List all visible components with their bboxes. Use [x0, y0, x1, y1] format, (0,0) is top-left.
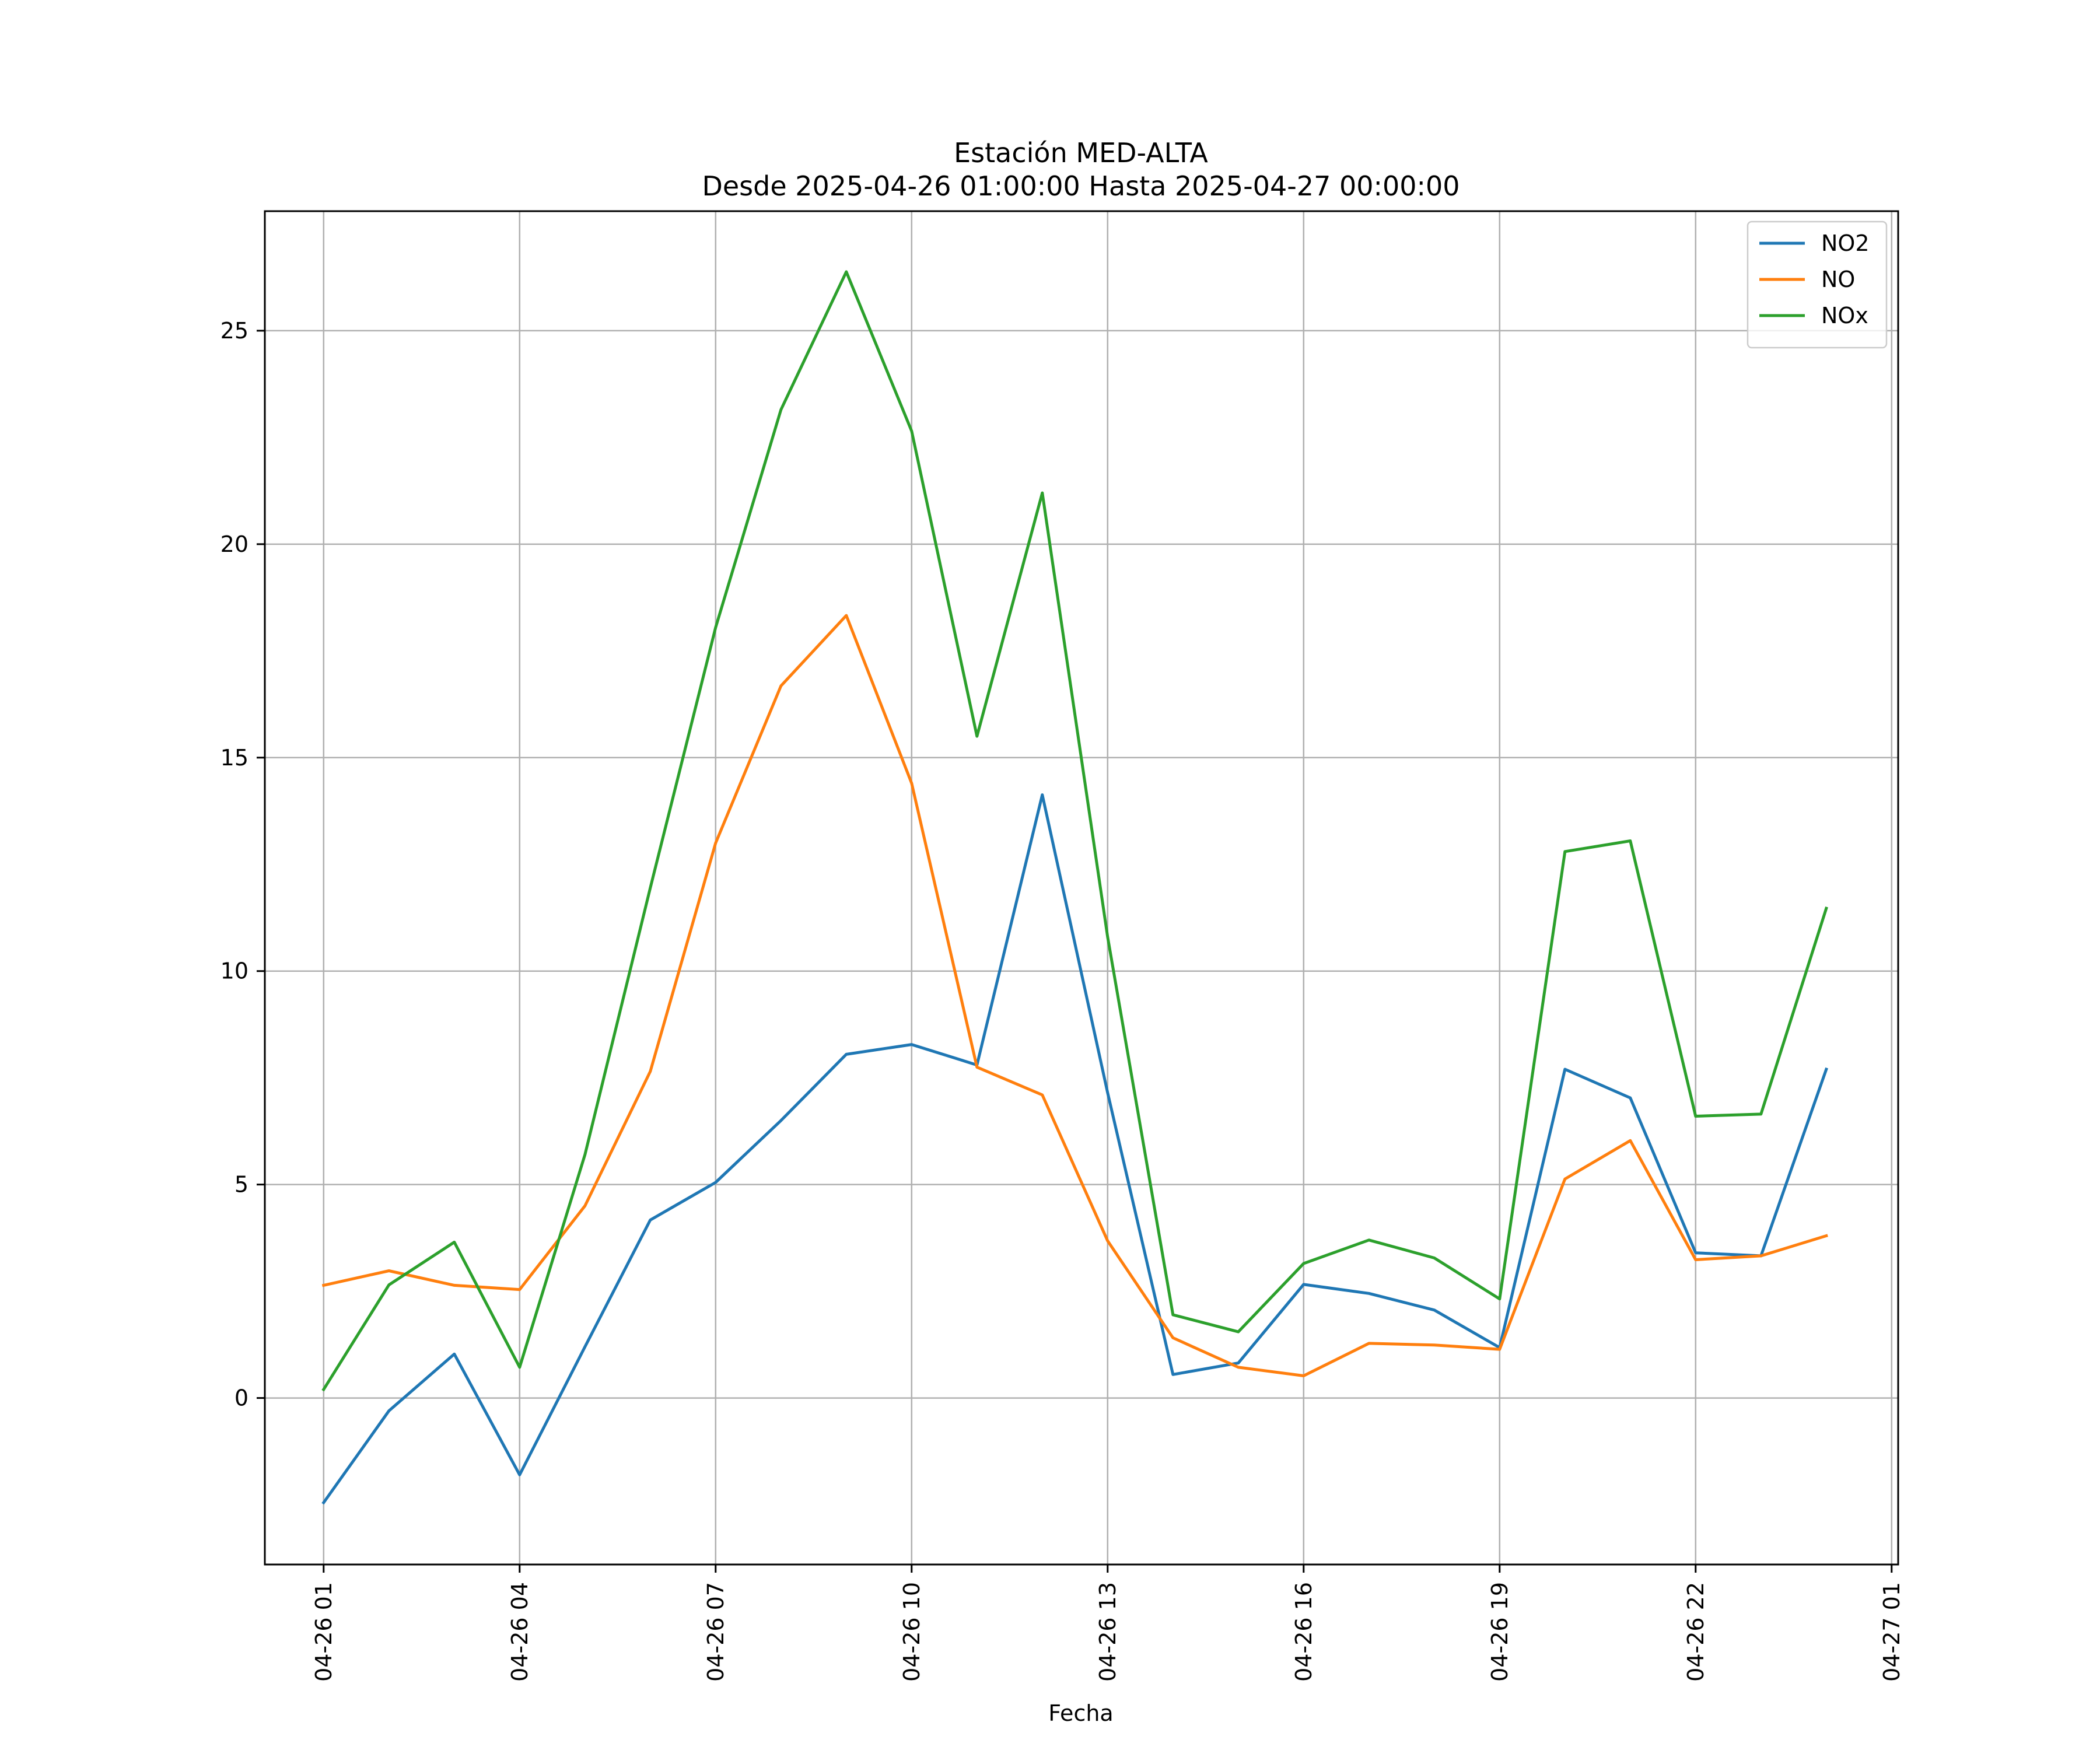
x-axis-label: Fecha	[1048, 1700, 1113, 1726]
x-tick-label: 04-26 19	[1487, 1582, 1513, 1682]
x-tick-label: 04-26 07	[703, 1582, 729, 1682]
x-tick-label: 04-26 01	[311, 1582, 337, 1682]
x-tick-label: 04-26 16	[1291, 1582, 1317, 1682]
x-tick-label: 04-26 13	[1095, 1582, 1121, 1682]
plot-frame	[264, 210, 1899, 1566]
y-tick-label: 10	[220, 958, 249, 984]
y-tick-label: 15	[220, 745, 249, 771]
chart-subtitle: Desde 2025-04-26 01:00:00 Hasta 2025-04-…	[702, 170, 1460, 202]
y-tick-label: 20	[220, 531, 249, 557]
x-tick-label: 04-27 01	[1879, 1582, 1905, 1682]
y-tick-label: 5	[235, 1172, 249, 1198]
y-tick-label: 25	[220, 318, 249, 344]
x-tick-label: 04-26 22	[1683, 1582, 1709, 1682]
y-tick-label: 0	[235, 1385, 249, 1411]
series-line-nox	[321, 270, 1828, 1392]
legend: NO2 NO NOx	[1746, 220, 1888, 349]
legend-label-no: NO	[1821, 267, 1855, 292]
series-lines	[321, 270, 1828, 1505]
x-tick-label: 04-26 04	[507, 1582, 533, 1682]
x-tick-label: 04-26 10	[899, 1582, 925, 1682]
chart-title: Estación MED-ALTA	[954, 137, 1208, 169]
series-line-no2	[321, 793, 1828, 1505]
x-axis: 04-26 01 04-26 04 04-26 07 04-26 10 04-26 13…	[311, 1564, 1905, 1682]
legend-label-no2: NO2	[1821, 230, 1870, 256]
y-axis: 0 5 10 15 20 25	[220, 318, 265, 1411]
legend-label-nox: NOx	[1821, 303, 1868, 328]
series-line-no	[321, 614, 1828, 1377]
